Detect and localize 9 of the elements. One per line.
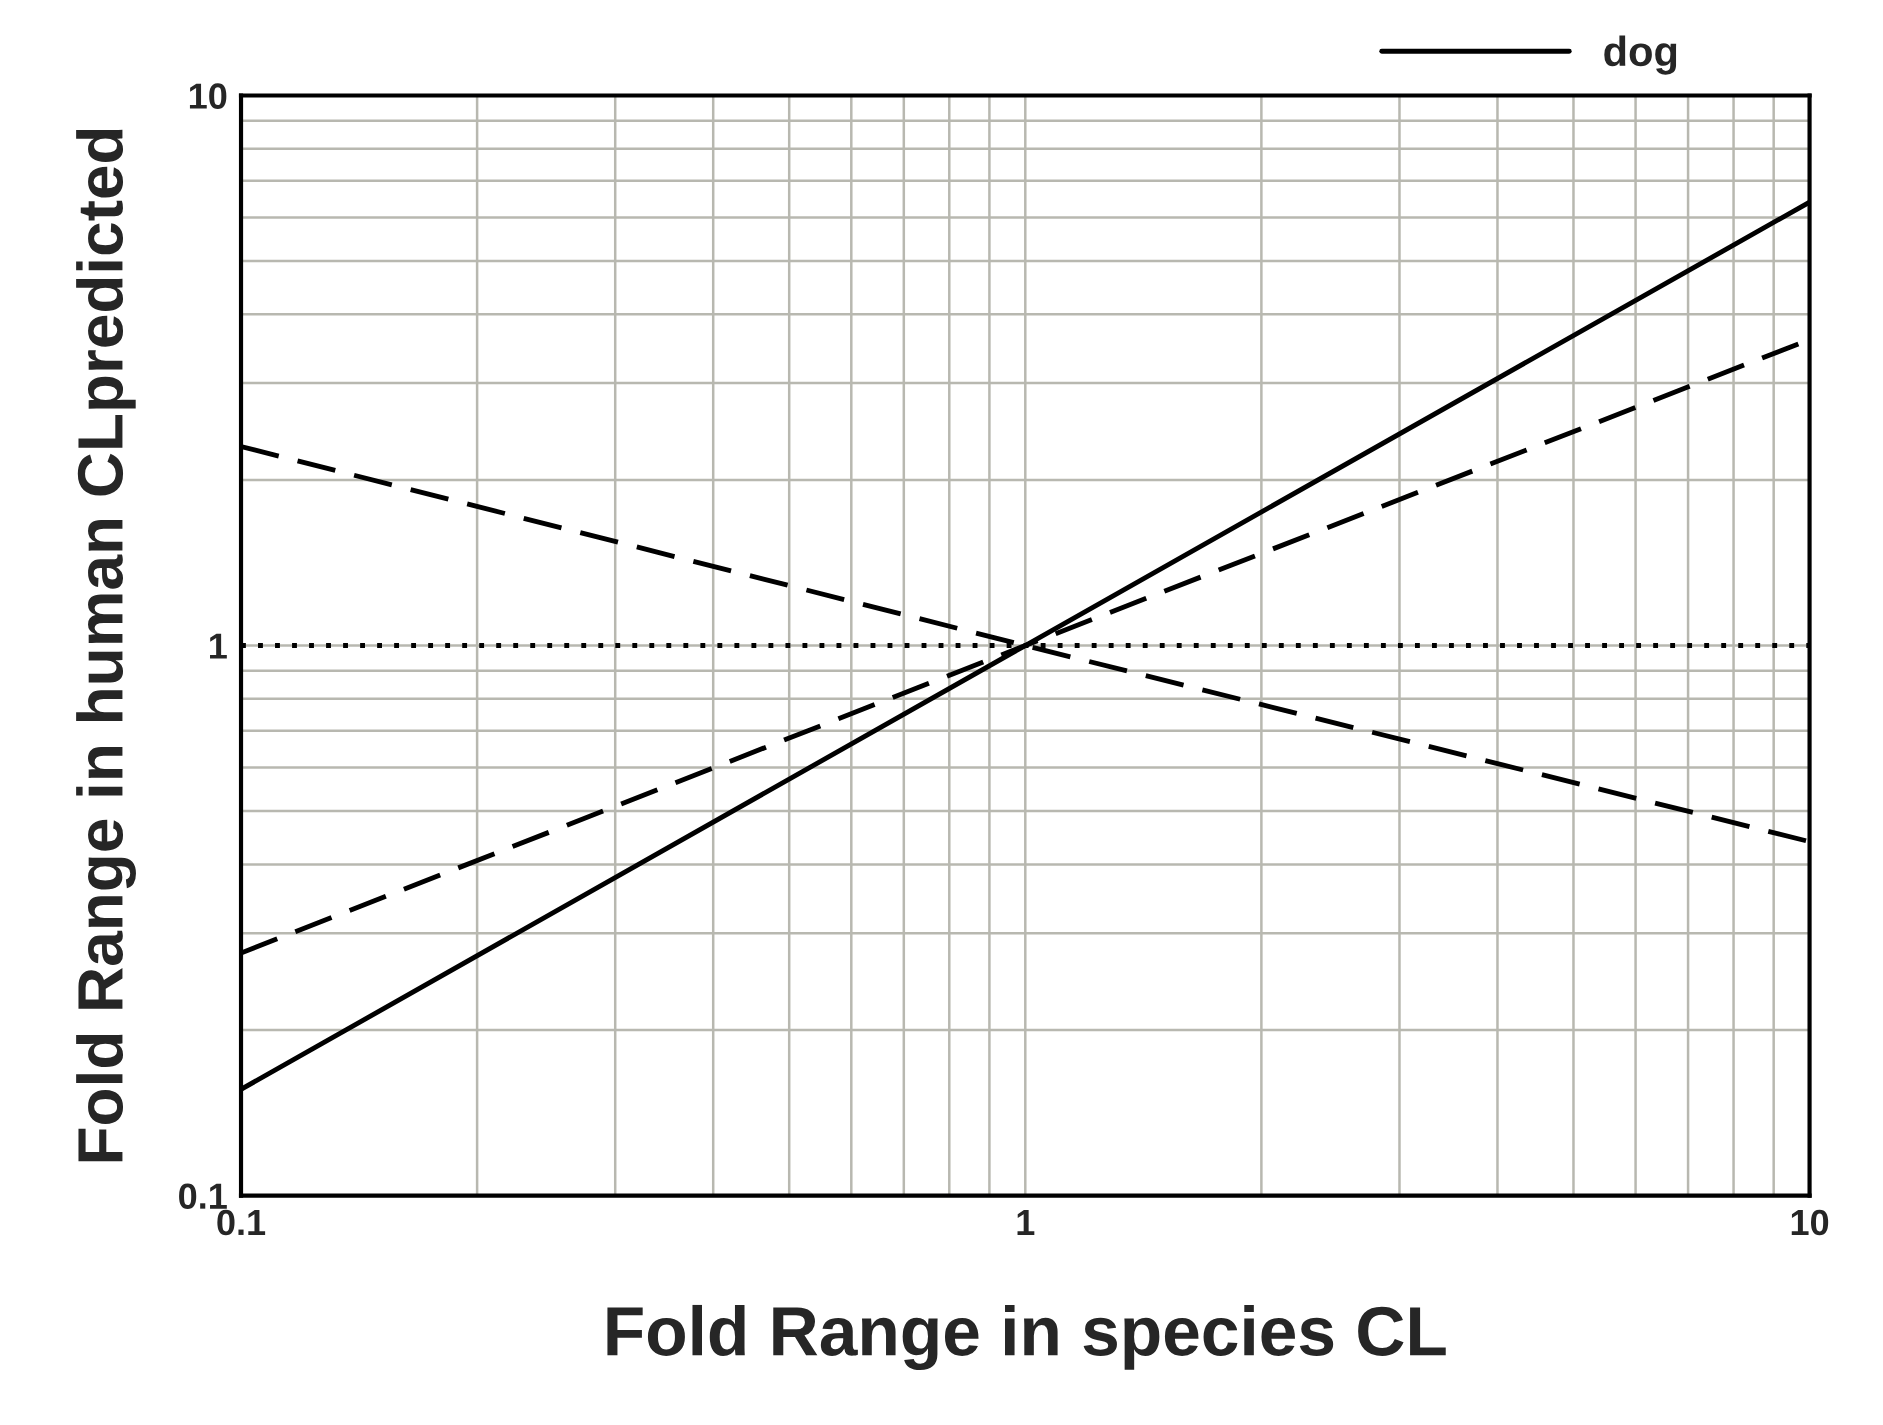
y-tick-label: 10 [189, 83, 227, 109]
legend-label: dog [1604, 35, 1677, 75]
x-axis-title: Fold Range in species CL [607, 1304, 1446, 1370]
y-tick-label: 1 [210, 633, 227, 659]
y-tick-label: 0.1 [179, 1183, 227, 1210]
x-tick-label: 1 [1017, 1210, 1035, 1235]
y-axis-title: Fold Range in human CLpredicted [76, 129, 136, 1162]
x-tick-label: 10 [1791, 1209, 1829, 1236]
x-tick-label: 0.1 [217, 1209, 266, 1236]
